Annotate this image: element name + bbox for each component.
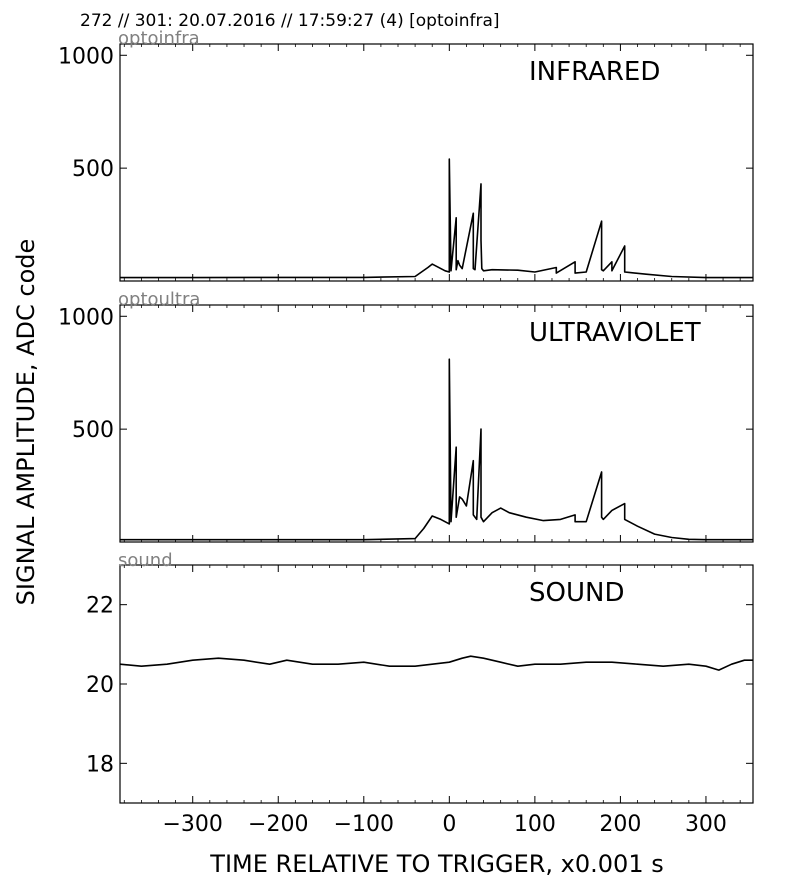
panel-title: INFRARED <box>529 57 660 87</box>
channel-label: optoinfra <box>118 28 200 49</box>
y-axis-label: SIGNAL AMPLITUDE, ADC code <box>12 239 40 606</box>
x-tick-label: 300 <box>685 812 727 837</box>
panel-title: ULTRAVIOLET <box>529 318 701 348</box>
x-tick-label: 0 <box>442 812 456 837</box>
y-tick-label: 18 <box>86 752 114 777</box>
x-axis-label: TIME RELATIVE TO TRIGGER, x0.001 s <box>209 850 663 878</box>
signal-trace <box>120 158 753 279</box>
header-text: 272 // 301: 20.07.2016 // 17:59:27 (4) [… <box>80 11 500 31</box>
channel-label: sound <box>118 550 173 571</box>
x-tick-label: −200 <box>248 812 308 837</box>
y-tick-label: 500 <box>72 418 114 443</box>
infrared-panel: optoinfra INFRARED 1000 500 <box>58 28 754 282</box>
x-tick-label: −300 <box>162 812 222 837</box>
y-tick-label: 1000 <box>58 44 114 69</box>
ultraviolet-panel: optoultra ULTRAVIOLET 1000 500 <box>58 289 754 543</box>
panel-title: SOUND <box>529 578 624 608</box>
y-tick-label: 22 <box>86 594 114 619</box>
y-tick-label: 500 <box>72 157 114 182</box>
channel-label: optoultra <box>118 289 200 310</box>
panel-frame <box>119 43 754 282</box>
panel-frame <box>119 564 754 804</box>
sound-panel: sound SOUND 22 20 18 −300 −200 −100 0 100 200 300 <box>86 550 754 837</box>
y-tick-label: 1000 <box>58 305 114 330</box>
y-tick-label: 20 <box>86 673 114 698</box>
panel-frame <box>119 304 754 543</box>
signal-trace <box>120 358 753 541</box>
signal-trace <box>119 655 753 671</box>
x-tick-label: −100 <box>334 812 394 837</box>
x-tick-label: 100 <box>514 812 556 837</box>
x-tick-label: 200 <box>599 812 641 837</box>
